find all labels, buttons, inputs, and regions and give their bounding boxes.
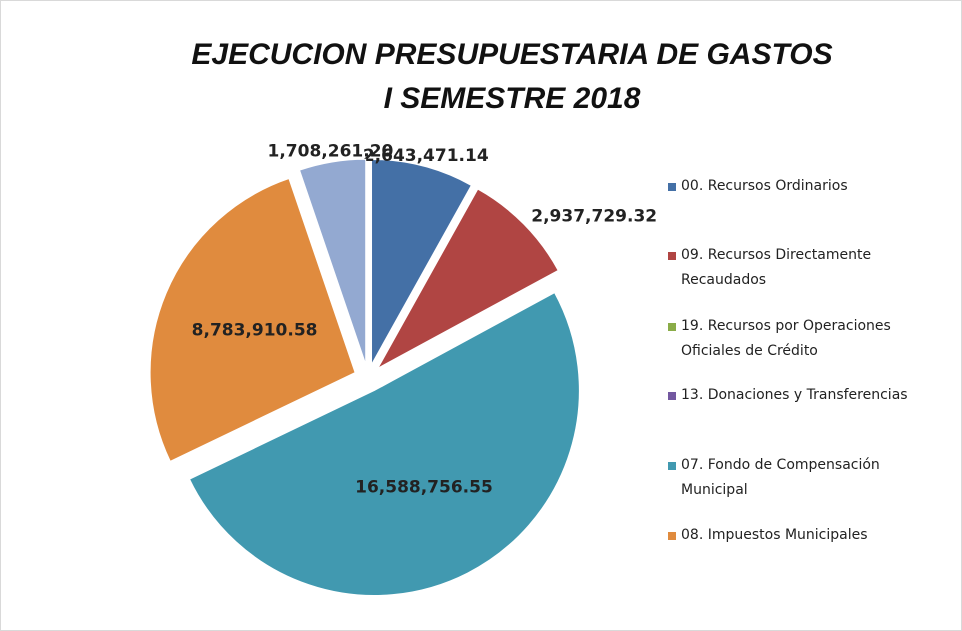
chart-title: I SEMESTRE 2018	[384, 82, 641, 115]
legend-entry: 08. Impuestos Municipales	[668, 523, 948, 548]
data-label: 16,588,756.55	[355, 478, 493, 498]
legend-label: 09. Recursos Directamente Recaudados	[681, 247, 872, 288]
data-label: 2,937,729.32	[531, 207, 657, 227]
pie-slice	[376, 188, 559, 370]
legend-entry: 07. Fondo de Compensación Municipal	[668, 453, 948, 503]
data-label: 8,783,910.58	[192, 320, 318, 340]
legend-label: 08. Impuestos Municipales	[681, 527, 868, 543]
pie-slice	[298, 158, 367, 365]
legend-entry: 00. Recursos Ordinarios	[668, 174, 948, 199]
legend-label: 07. Fondo de Compensación Municipal	[681, 457, 880, 498]
legend-entry: 09. Recursos Directamente Recaudados	[668, 243, 948, 293]
legend-swatch	[668, 392, 676, 400]
chart-title: EJECUCION PRESUPUESTARIA DE GASTOS	[191, 38, 832, 71]
legend-swatch	[668, 462, 676, 470]
data-label: 1,708,261.20	[268, 141, 394, 161]
legend-label: 13. Donaciones y Transferencias	[681, 387, 908, 403]
legend-swatch	[668, 183, 676, 191]
legend-swatch	[668, 323, 676, 331]
data-label: 2,643,471.14	[363, 146, 489, 166]
legend-entry: 19. Recursos por Operaciones Oficiales d…	[668, 314, 948, 364]
pie-slice	[149, 177, 356, 462]
pie-slice	[371, 158, 473, 367]
legend-swatch	[668, 252, 676, 260]
legend-swatch	[668, 532, 676, 540]
pie-slice	[188, 292, 580, 596]
legend-label: 00. Recursos Ordinarios	[681, 178, 848, 194]
legend-entry: 13. Donaciones y Transferencias	[668, 383, 948, 408]
legend-label: 19. Recursos por Operaciones Oficiales d…	[681, 318, 891, 359]
